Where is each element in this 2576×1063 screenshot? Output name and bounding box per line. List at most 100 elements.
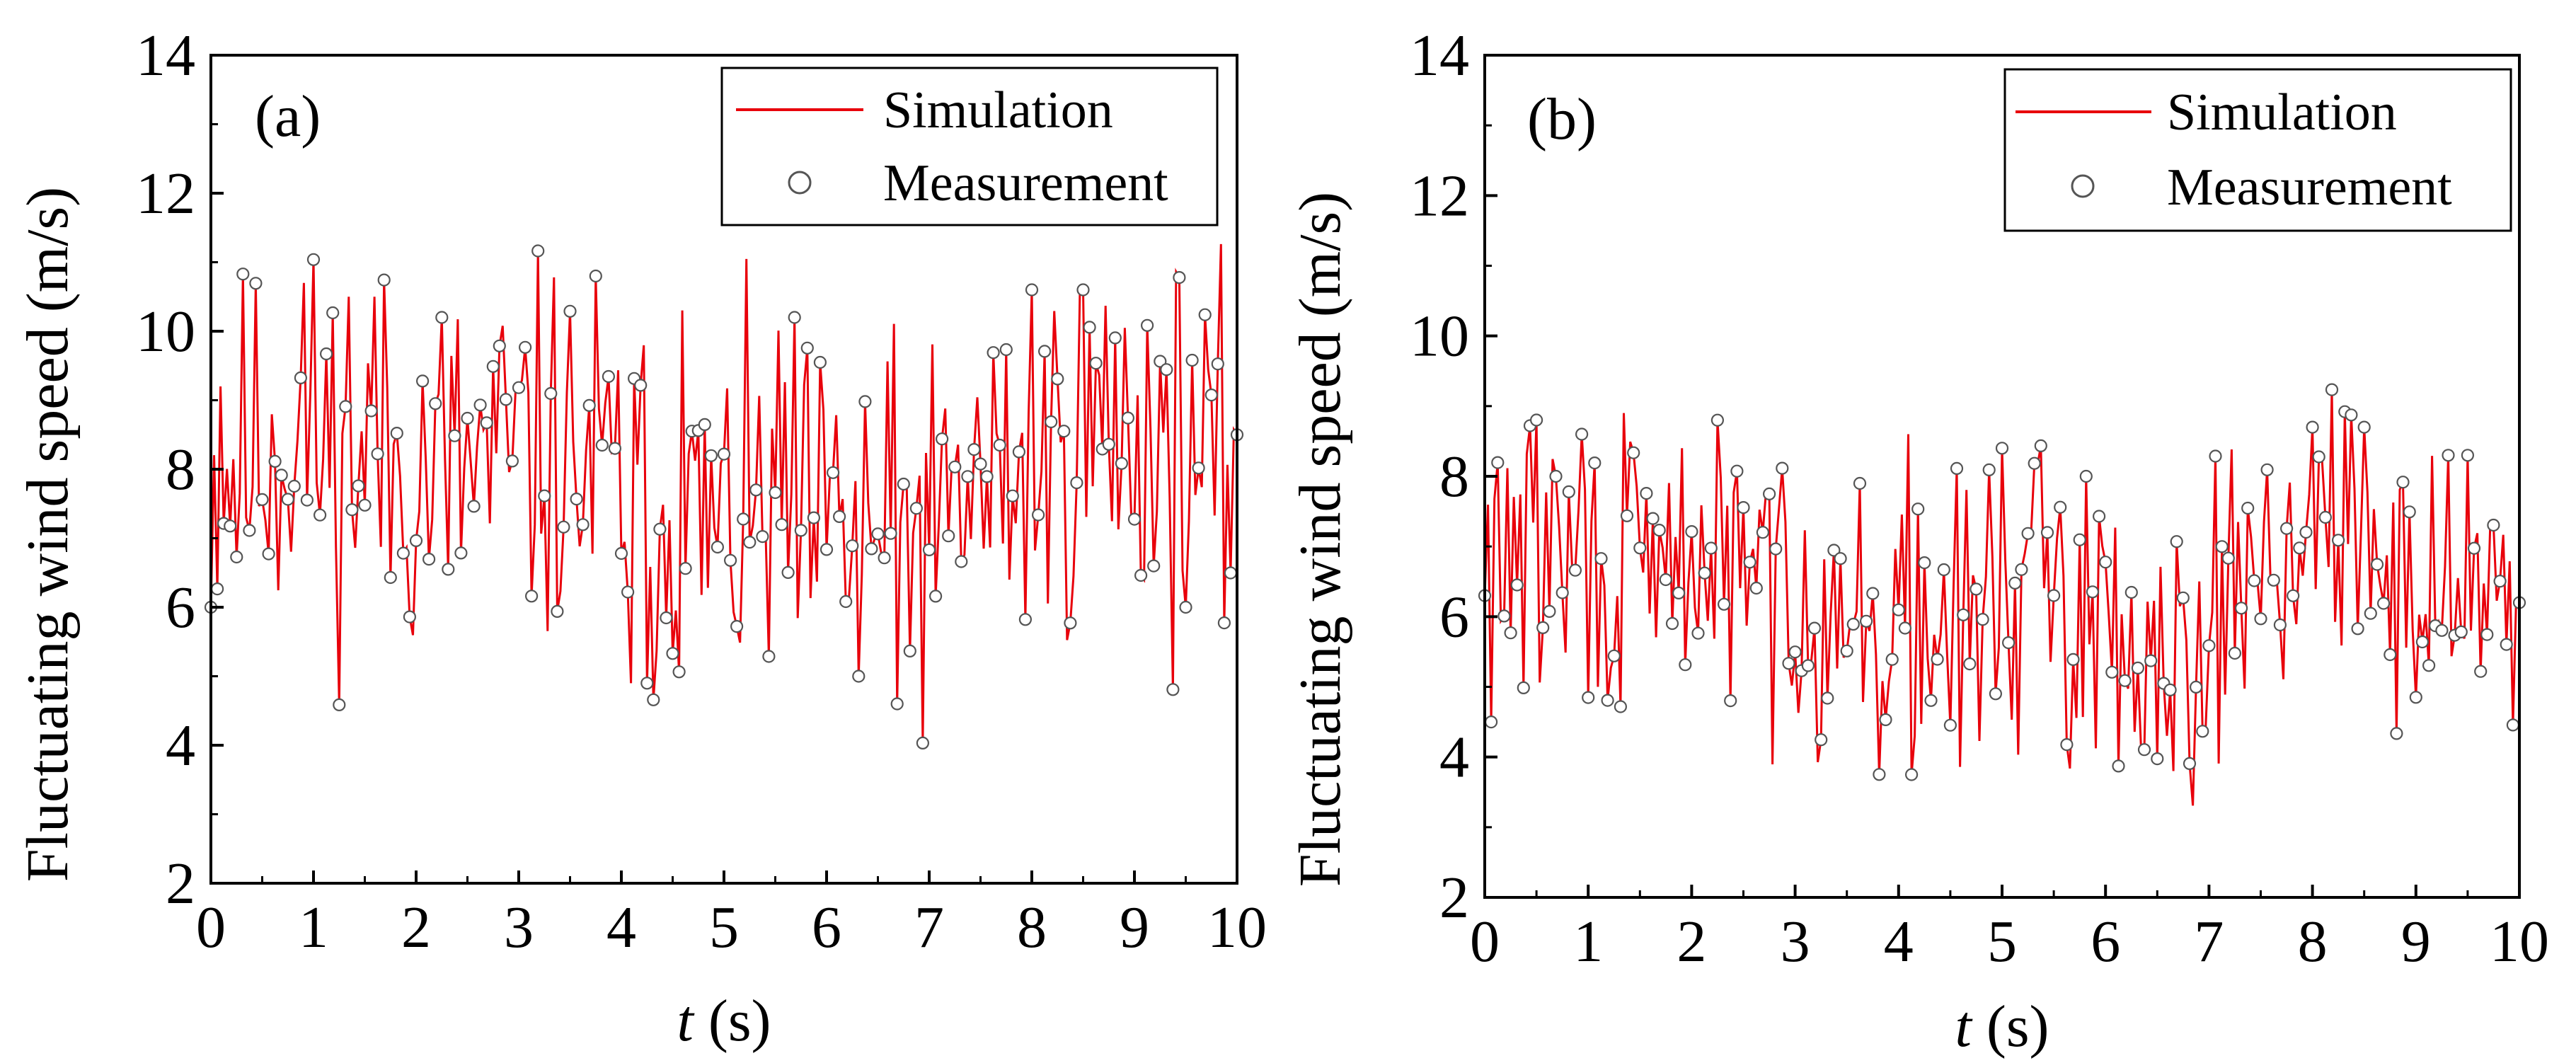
x-tick-label: 1: [1573, 909, 1603, 975]
measurement-point: [1006, 489, 1019, 502]
measurement-point: [1892, 603, 1905, 616]
measurement-point: [2047, 589, 2061, 602]
measurement-point: [2461, 449, 2474, 462]
measurement-point: [961, 470, 974, 483]
measurement-point: [2015, 563, 2028, 576]
measurement-point: [1821, 691, 1834, 705]
measurement-point: [2467, 541, 2481, 555]
measurement-point: [531, 244, 545, 258]
measurement-point: [480, 416, 493, 430]
panel-a: Fluctuating wind speed (m/s) (a) Simulat…: [15, 23, 1267, 1054]
measurement-point: [1160, 363, 1173, 377]
ylabel: Fluctuating wind speed (m/s): [1287, 192, 1353, 887]
measurement-point: [249, 277, 263, 290]
measurement-point: [916, 736, 930, 750]
measurement-point: [640, 677, 654, 690]
measurement-point: [1166, 683, 1180, 696]
measurement-point: [1089, 357, 1103, 370]
measurement-point: [1937, 563, 1950, 577]
measurement-point: [1064, 616, 1077, 630]
measurement-point: [2228, 646, 2241, 660]
panel-label: (a): [255, 84, 321, 149]
legend-measurement-marker: [2071, 174, 2095, 198]
measurement-point: [320, 347, 333, 361]
measurement-point: [505, 454, 519, 468]
measurement-point: [967, 442, 981, 456]
x-tick-label: 9: [1120, 895, 1149, 960]
measurement-point: [2054, 500, 2067, 514]
measurement-point: [1568, 563, 1582, 577]
measurement-point: [1224, 566, 1238, 580]
measurement-point: [653, 522, 667, 536]
measurement-point: [955, 555, 968, 568]
measurement-point: [2325, 383, 2339, 396]
measurement-point: [1652, 523, 1666, 537]
measurement-point: [1134, 568, 1148, 582]
x-tick-label: 1: [299, 895, 328, 960]
measurement-point: [2131, 661, 2144, 675]
measurement-point: [1924, 694, 1938, 707]
measurement-point: [935, 432, 949, 446]
measurement-point: [435, 311, 449, 324]
measurement-point: [2260, 463, 2274, 476]
measurement-point: [1782, 657, 1795, 670]
measurement-point: [524, 590, 539, 603]
measurement-point: [865, 542, 878, 556]
measurement-point: [1147, 559, 1161, 573]
measurement-point: [287, 479, 301, 493]
measurement-point: [2422, 659, 2436, 672]
measurement-point: [781, 565, 795, 580]
measurement-point: [1724, 694, 1737, 708]
x-tick-label: 6: [2091, 909, 2120, 975]
measurement-point: [1885, 653, 1899, 666]
measurement-point: [2086, 585, 2099, 599]
legend-box: [720, 67, 1219, 226]
measurement-point: [243, 524, 256, 537]
y-tick-label: 2: [1439, 865, 1469, 931]
y-tick-label: 12: [1410, 163, 1469, 229]
measurement-point: [461, 411, 474, 425]
measurement-point: [544, 386, 558, 401]
measurement-point: [871, 527, 885, 541]
measurement-point: [800, 341, 814, 355]
ylabel: Fluctuating wind speed (m/s): [15, 187, 81, 882]
measurement-point: [486, 360, 500, 373]
measurement-point: [1640, 486, 1653, 500]
measurement-point: [993, 438, 1006, 452]
measurement-point: [1115, 456, 1129, 470]
measurement-point: [1012, 445, 1026, 459]
measurement-point: [2221, 551, 2235, 565]
measurement-point: [878, 551, 891, 565]
measurement-point: [987, 346, 1000, 360]
measurement-point: [2500, 638, 2513, 651]
measurement-point: [2196, 725, 2209, 738]
measurement-point: [858, 395, 872, 408]
measurement-point: [737, 512, 750, 526]
measurement-point: [1556, 586, 1569, 599]
measurement-point: [679, 562, 692, 575]
measurement-point: [1530, 413, 1543, 427]
measurement-point: [1517, 681, 1530, 695]
measurement-point: [1037, 345, 1052, 358]
x-tick-label: 3: [1781, 909, 1810, 975]
measurement-point: [1685, 524, 1698, 539]
measurement-point: [294, 371, 307, 385]
measurement-point: [2287, 589, 2300, 602]
measurement-point: [314, 508, 327, 522]
measurement-point: [1045, 415, 1058, 429]
measurement-point: [2034, 439, 2047, 453]
measurement-point: [371, 447, 384, 461]
measurement-point: [2066, 653, 2080, 667]
measurement-point: [467, 500, 481, 513]
measurement-point: [723, 553, 737, 567]
measurement-point: [1679, 658, 1692, 672]
measurement-point: [1076, 283, 1090, 297]
measurement-point: [300, 493, 314, 507]
measurement-point: [2435, 624, 2449, 637]
measurement-point: [2454, 625, 2468, 639]
measurement-point: [890, 697, 904, 711]
measurement-point: [1873, 768, 1886, 781]
measurement-point: [1866, 587, 1880, 600]
x-tick-label: 0: [1470, 909, 1500, 975]
x-tick-label: 10: [2490, 909, 2549, 975]
